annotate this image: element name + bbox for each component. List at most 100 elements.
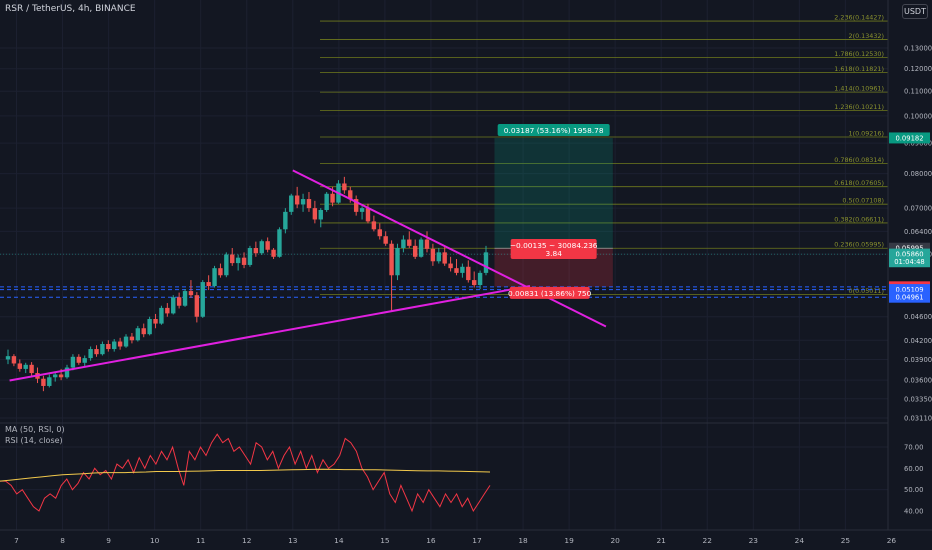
candle-body — [200, 282, 205, 317]
time-axis-tick: 18 — [518, 536, 528, 545]
candle-body — [53, 374, 58, 378]
price-badge-text: 0.05860 — [895, 251, 923, 259]
long-position-tool[interactable] — [494, 137, 613, 287]
time-axis-tick: 9 — [106, 536, 111, 545]
candle-body — [117, 341, 123, 347]
time-axis[interactable]: 7 8 9 10 11 12 13 14 15 16 17 18 19 20 21 22 23 24 25 26 — [14, 536, 896, 545]
candle-body — [436, 252, 441, 262]
candle-body — [171, 297, 176, 314]
rsi-indicator-label[interactable]: RSI (14, close) — [5, 436, 63, 445]
candle-body — [11, 356, 17, 364]
candle-body — [395, 248, 400, 276]
candle-body — [159, 307, 164, 324]
price-badge-text: 01:04:48 — [894, 258, 925, 266]
time-axis-tick: 16 — [426, 536, 436, 545]
rsi-axis-tick: 70.00 — [904, 444, 923, 452]
candle-body — [377, 229, 382, 237]
time-axis-tick: 23 — [749, 536, 759, 545]
trendline — [292, 169, 607, 328]
price-axis-tick: 0.03350 — [904, 395, 932, 403]
candle-body — [17, 363, 23, 369]
candle-body — [129, 336, 135, 341]
candle-body — [47, 377, 52, 386]
price-axis-tick: 0.06400 — [904, 228, 932, 236]
candle-body — [230, 254, 235, 264]
candle-body — [401, 239, 406, 249]
price-badge-text: 0.05109 — [895, 286, 923, 294]
price-badges: 0.091820.059950.0586001:04:480.051640.05… — [889, 132, 930, 303]
fib-level-label: 0.5(0.07108) — [842, 197, 884, 205]
symbol-title[interactable]: RSR / TetherUS, 4h, BINANCE — [5, 4, 136, 14]
price-badge-box — [889, 242, 930, 254]
candle-body — [442, 252, 447, 264]
time-axis-tick: 13 — [288, 536, 298, 545]
price-axis-tick: 0.11000 — [904, 88, 932, 96]
candle-body — [418, 239, 424, 257]
candle-body — [147, 319, 152, 335]
candle-body — [82, 358, 87, 363]
rsi-axis-tick: 50.00 — [904, 486, 923, 494]
time-axis-tick: 19 — [564, 536, 574, 545]
target-label-text: 0.03187 (53.16%) 1958.78 — [504, 126, 604, 135]
candle-body — [460, 266, 465, 273]
candle-body — [106, 343, 111, 350]
candle-body — [283, 211, 288, 230]
candle-body — [112, 341, 117, 350]
candle-body — [330, 193, 335, 203]
candle-body — [483, 252, 489, 273]
ma-indicator-label[interactable]: MA (50, RSI, 0) — [5, 425, 65, 434]
currency-badge[interactable]: USDT — [902, 4, 928, 19]
candle-body — [88, 349, 93, 359]
fib-level-label: 0.382(0.06611) — [834, 215, 884, 223]
price-axis[interactable]: 0.13000 0.12000 0.11000 0.10000 0.09000 0.080… — [904, 45, 932, 423]
candle-body — [371, 221, 377, 230]
time-axis-tick: 21 — [656, 536, 666, 545]
fib-level-label: 0.236(0.05995) — [834, 241, 884, 249]
candle-body — [241, 257, 247, 265]
candle-body — [188, 291, 194, 296]
candle-body — [265, 241, 270, 250]
candle-body — [70, 356, 76, 368]
candle-body — [407, 239, 412, 246]
stop-label-box — [509, 286, 590, 299]
candle-body — [424, 239, 430, 249]
price-axis-tick: 0.04600 — [904, 313, 932, 321]
rsi-axis-tick: 40.00 — [904, 508, 923, 516]
candle-body — [29, 364, 34, 374]
rsi-ma-line — [0, 468, 491, 482]
fib-level-label: 1.786(0.12530) — [834, 50, 884, 58]
price-axis-tick: 0.13000 — [904, 45, 932, 53]
candle-body — [41, 378, 46, 386]
fib-levels: 2.414(0.15777)2.236(0.14427)2(0.13432)1.… — [320, 14, 888, 295]
current-pnl-label-text: −0.00135 ~ 30084.236 — [510, 241, 598, 250]
price-badge-box — [889, 248, 930, 260]
current-pnl-label-text: 3.84 — [545, 249, 562, 258]
candle-body — [218, 268, 223, 276]
candle-body — [365, 208, 371, 222]
fib-level-label: 1.414(0.10961) — [834, 85, 884, 93]
rsi-axis[interactable]: 70.00 60.00 50.00 40.00 — [904, 444, 923, 516]
grid — [0, 0, 892, 530]
candle-body — [430, 248, 436, 262]
candle-body — [5, 356, 11, 360]
current-pnl-label-box — [510, 239, 597, 259]
price-axis-tick: 0.03600 — [904, 377, 932, 385]
candle-body — [153, 319, 158, 324]
trendlines[interactable] — [9, 169, 607, 382]
target-label-box — [497, 123, 610, 136]
candle-body — [312, 208, 318, 220]
candle-body — [212, 268, 217, 287]
candle-body — [466, 266, 471, 281]
candle-body — [235, 257, 241, 264]
candle-body — [135, 328, 141, 341]
fib-level-label: 1.236(0.10211) — [834, 103, 884, 111]
candle-body — [300, 199, 306, 205]
rsi-line — [0, 433, 491, 513]
candle-body — [123, 336, 129, 347]
time-axis-tick: 25 — [841, 536, 851, 545]
fib-level-label: 0(0.05011) — [849, 287, 884, 295]
candles[interactable] — [5, 176, 489, 392]
rsi-pane[interactable] — [0, 433, 888, 513]
time-axis-tick: 24 — [795, 536, 805, 545]
